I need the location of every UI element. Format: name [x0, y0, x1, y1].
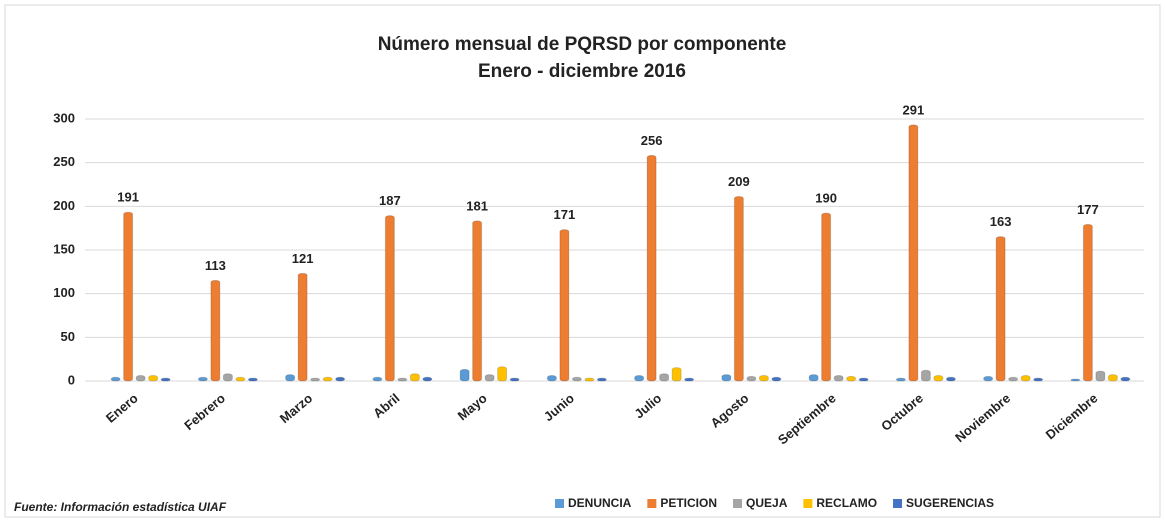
- bar: [297, 272, 308, 382]
- bar: [671, 367, 682, 382]
- data-label: 291: [903, 102, 925, 117]
- bar: [983, 375, 994, 382]
- y-tick-label: 250: [53, 154, 75, 169]
- bar: [1070, 378, 1081, 382]
- bar: [148, 375, 159, 382]
- bar: [808, 374, 819, 382]
- bar: [596, 377, 607, 382]
- bar: [409, 373, 420, 382]
- bar: [497, 366, 508, 382]
- legend-label: QUEJA: [746, 496, 788, 510]
- bar: [197, 376, 208, 382]
- bar: [1082, 223, 1093, 382]
- bar: [310, 377, 321, 382]
- legend-swatch: [803, 499, 813, 508]
- bar: [571, 376, 582, 382]
- source-note: Fuente: Información estadística UIAF: [14, 500, 227, 514]
- bar: [920, 369, 931, 382]
- bar: [846, 375, 857, 382]
- legend-label: DENUNCIA: [568, 496, 632, 510]
- data-label: 209: [728, 174, 750, 189]
- bar: [1107, 374, 1118, 382]
- bar: [235, 376, 246, 382]
- bar: [247, 377, 258, 382]
- data-label: 171: [554, 207, 576, 222]
- legend-swatch: [893, 499, 903, 508]
- bar: [746, 375, 757, 382]
- data-label: 191: [117, 190, 139, 205]
- bar: [646, 154, 657, 382]
- bar: [895, 377, 906, 382]
- bar: [384, 215, 395, 382]
- bar: [721, 374, 732, 382]
- chart-title: Número mensual de PQRSD por componente: [378, 34, 787, 55]
- bar: [733, 195, 744, 382]
- bar: [210, 279, 221, 382]
- y-tick-label: 300: [53, 110, 75, 125]
- bar: [484, 374, 495, 382]
- chart-frame: [4, 4, 1161, 518]
- data-label: 181: [466, 198, 488, 213]
- data-label: 113: [205, 258, 226, 273]
- data-label: 256: [641, 133, 663, 148]
- bar: [160, 377, 171, 382]
- bar: [1095, 370, 1106, 382]
- data-label: 177: [1077, 202, 1099, 217]
- bar: [123, 211, 134, 382]
- y-tick-label: 100: [53, 285, 75, 300]
- legend-label: RECLAMO: [816, 496, 877, 510]
- bar: [335, 376, 346, 382]
- bar: [833, 375, 844, 382]
- bar: [222, 373, 233, 382]
- data-label: 190: [815, 191, 837, 206]
- bar: [1008, 376, 1019, 382]
- y-tick-label: 150: [53, 241, 75, 256]
- bar: [459, 368, 470, 382]
- bar: [322, 376, 333, 382]
- data-label: 163: [990, 214, 1012, 229]
- bar: [110, 376, 121, 382]
- y-tick-label: 0: [68, 372, 75, 387]
- data-label: 187: [379, 193, 401, 208]
- bar: [659, 373, 670, 382]
- bar: [821, 212, 832, 382]
- bar: [285, 374, 296, 382]
- legend-swatch: [647, 499, 657, 508]
- bar: [1120, 376, 1131, 382]
- data-label: 121: [292, 251, 314, 266]
- bar: [372, 376, 383, 382]
- bar: [397, 377, 408, 382]
- bar: [908, 124, 919, 382]
- legend-label: PETICION: [660, 496, 717, 510]
- bar: [858, 377, 869, 382]
- bar: [135, 375, 146, 382]
- bar: [472, 220, 483, 382]
- bar: [1020, 375, 1031, 382]
- bar: [509, 377, 520, 382]
- bar: [546, 375, 557, 382]
- bar: [945, 376, 956, 382]
- bar: [758, 375, 769, 382]
- bar: [634, 375, 645, 382]
- legend-label: SUGERENCIAS: [906, 496, 994, 510]
- y-tick-label: 200: [53, 198, 75, 213]
- bar: [559, 229, 570, 382]
- legend-swatch: [555, 499, 564, 508]
- legend-swatch: [733, 499, 743, 508]
- bar: [933, 375, 944, 382]
- bar: [1033, 377, 1044, 382]
- y-tick-label: 50: [61, 329, 75, 344]
- bar: [684, 377, 695, 382]
- bar: [422, 376, 433, 382]
- chart-subtitle: Enero - diciembre 2016: [478, 61, 686, 82]
- bar: [771, 376, 782, 382]
- bar: [995, 236, 1006, 382]
- bar: [584, 377, 595, 382]
